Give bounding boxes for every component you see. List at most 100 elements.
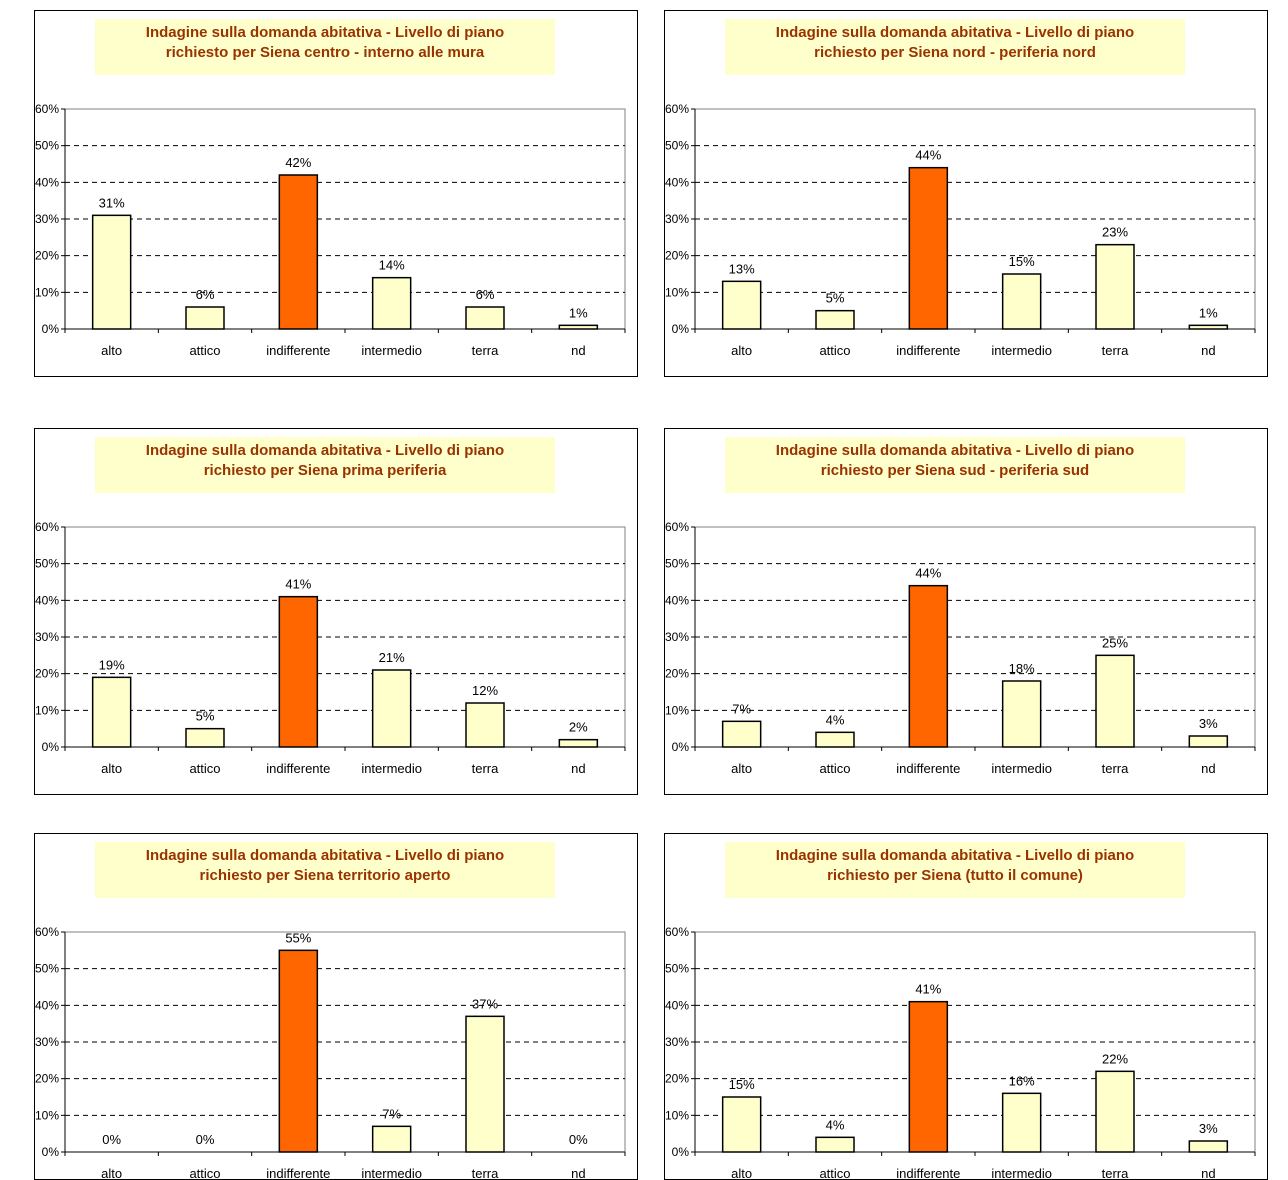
bar-nd: [558, 324, 599, 330]
chart-panel: 0% 10% 20% 30% 40% 50% 60% 7% alto 4% attico 44% ind…: [664, 428, 1268, 795]
y-tick-label: 20%: [665, 1072, 689, 1086]
chart-title-line-2: richiesto per Siena sud - periferia sud: [820, 462, 1090, 479]
y-tick-label: 0%: [672, 740, 690, 754]
data-label: 1%: [1199, 305, 1218, 320]
chart-panel: 0% 10% 20% 30% 40% 50% 60% 13% alto 5% attico 44% in…: [664, 10, 1268, 377]
x-tick-label: indifferente: [266, 761, 330, 776]
x-tick-label: nd: [571, 343, 585, 358]
y-tick-label: 0%: [42, 740, 60, 754]
y-tick-label: 20%: [35, 249, 59, 263]
data-label: 5%: [826, 291, 845, 306]
bar-intermedio: [1001, 680, 1042, 748]
x-tick-label: intermedio: [991, 761, 1052, 776]
y-tick-label: 30%: [665, 1035, 689, 1049]
bar-intermedio: [1001, 273, 1042, 330]
bar-terra: [1095, 654, 1135, 748]
y-tick-label: 40%: [35, 175, 59, 189]
x-tick-label: indifferente: [266, 1166, 330, 1179]
x-tick-label: terra: [472, 343, 500, 358]
y-tick-label: 50%: [35, 962, 59, 976]
bar-nd: [558, 738, 599, 748]
data-label: 41%: [915, 982, 941, 997]
bar-alto: [721, 280, 762, 330]
x-tick-label: nd: [1201, 761, 1215, 776]
chart-plot: 0% 10% 20% 30% 40% 50% 60% 19% alto 5% attico 41% in…: [35, 520, 626, 776]
data-label: 15%: [729, 1077, 755, 1092]
x-tick-label: attico: [819, 761, 850, 776]
bar-intermedio: [371, 1125, 412, 1153]
chart-title-line-2: richiesto per Siena territorio aperto: [199, 867, 451, 884]
y-tick-label: 0%: [42, 322, 60, 336]
y-tick-label: 20%: [35, 1072, 59, 1086]
data-label: 1%: [569, 305, 588, 320]
y-tick-label: 40%: [35, 593, 59, 607]
y-tick-label: 60%: [665, 102, 689, 116]
chart-title-line-1: Indagine sulla domanda abitativa - Livel…: [775, 442, 1135, 459]
x-tick-label: intermedio: [991, 1166, 1052, 1179]
chart-plot: 0% 10% 20% 30% 40% 50% 60% 31% alto 6% attico 42% in…: [35, 102, 626, 358]
data-label: 44%: [915, 566, 941, 581]
y-tick-label: 20%: [665, 667, 689, 681]
bar-alto: [721, 1096, 762, 1153]
bar-alto: [91, 676, 132, 748]
x-tick-label: attico: [819, 343, 850, 358]
x-tick-label: alto: [101, 761, 122, 776]
chart-plot: 0% 10% 20% 30% 40% 50% 60% 7% alto 4% attico 44% ind…: [665, 520, 1256, 776]
x-tick-label: alto: [731, 343, 752, 358]
bar-attico: [815, 1136, 855, 1153]
bar-terra: [1095, 1070, 1135, 1153]
x-tick-label: alto: [731, 761, 752, 776]
y-tick-label: 50%: [665, 139, 689, 153]
chart-title: Indagine sulla domanda abitativa - Livel…: [95, 19, 555, 75]
y-tick-label: 60%: [35, 925, 59, 939]
bar-terra: [1095, 243, 1135, 330]
bar-indifferente: [278, 174, 319, 330]
y-tick-label: 50%: [665, 557, 689, 571]
data-label: 15%: [1009, 254, 1035, 269]
data-label: 44%: [915, 148, 941, 163]
data-label: 18%: [1009, 661, 1035, 676]
bar-indifferente: [908, 166, 949, 330]
data-label: 0%: [102, 1132, 121, 1147]
y-tick-label: 20%: [665, 249, 689, 263]
x-tick-label: indifferente: [266, 343, 330, 358]
bar-nd: [1188, 1140, 1229, 1153]
bar-indifferente: [908, 1000, 949, 1153]
y-tick-label: 60%: [35, 520, 59, 534]
chart-title: Indagine sulla domanda abitativa - Livel…: [725, 842, 1185, 898]
y-tick-label: 60%: [35, 102, 59, 116]
data-label: 3%: [1199, 1121, 1218, 1136]
x-tick-label: intermedio: [361, 1166, 422, 1179]
y-tick-label: 10%: [35, 703, 59, 717]
bar-indifferente: [908, 584, 949, 748]
y-tick-label: 0%: [672, 1145, 690, 1159]
x-tick-label: terra: [472, 1166, 500, 1179]
bar-alto: [721, 720, 762, 748]
x-tick-label: indifferente: [896, 1166, 960, 1179]
x-tick-label: nd: [1201, 1166, 1215, 1179]
bar-nd: [1188, 735, 1229, 748]
bar-nd: [1188, 324, 1229, 330]
y-tick-label: 20%: [35, 667, 59, 681]
chart-title-line-2: richiesto per Siena nord - periferia nor…: [814, 44, 1096, 61]
y-tick-label: 10%: [665, 703, 689, 717]
data-label: 37%: [472, 996, 498, 1011]
data-label: 5%: [196, 709, 215, 724]
chart-title-line-2: richiesto per Siena centro - interno all…: [165, 44, 485, 61]
x-tick-label: terra: [472, 761, 500, 776]
x-tick-label: alto: [731, 1166, 752, 1179]
bar-attico: [815, 309, 855, 330]
x-tick-label: intermedio: [361, 761, 422, 776]
y-tick-label: 40%: [665, 998, 689, 1012]
y-tick-label: 50%: [665, 962, 689, 976]
y-tick-label: 10%: [665, 1108, 689, 1122]
bar-terra: [465, 702, 505, 748]
data-label: 3%: [1199, 716, 1218, 731]
chart-panel: 0% 10% 20% 30% 40% 50% 60% 31% alto 6% attico 42% in…: [34, 10, 638, 377]
x-tick-label: alto: [101, 343, 122, 358]
y-tick-label: 50%: [35, 557, 59, 571]
y-tick-label: 30%: [35, 212, 59, 226]
x-tick-label: terra: [1102, 1166, 1130, 1179]
y-tick-label: 30%: [665, 630, 689, 644]
y-tick-label: 30%: [35, 1035, 59, 1049]
